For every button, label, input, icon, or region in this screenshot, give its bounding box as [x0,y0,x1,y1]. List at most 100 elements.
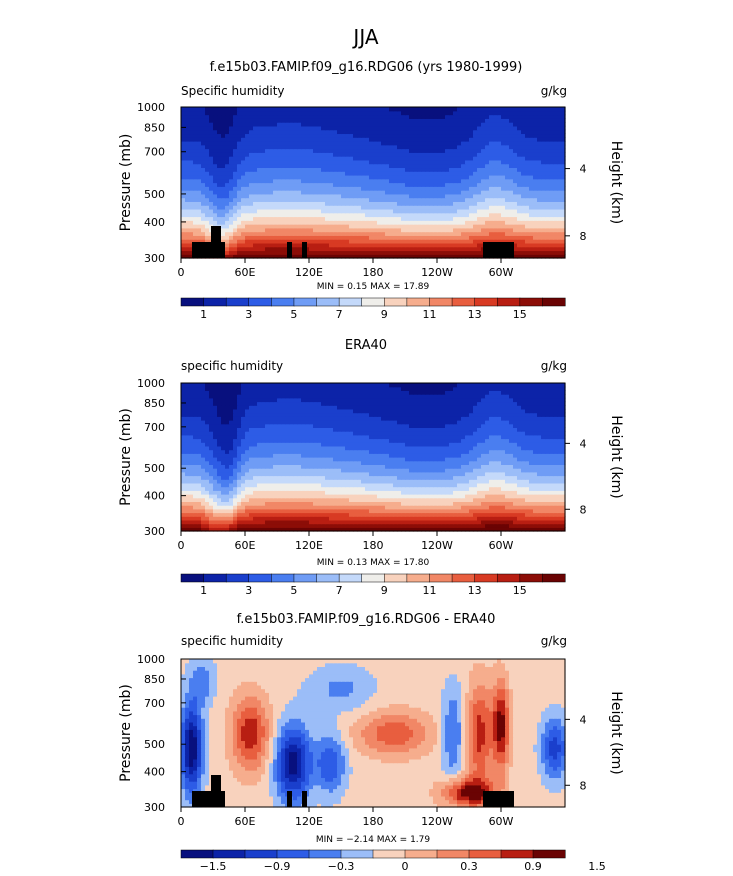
contour-cell [465,247,470,251]
contour-cell [317,141,322,145]
contour-cell [269,179,274,183]
contour-cell [533,516,538,520]
contour-cell [273,501,278,505]
contour-cell [437,118,442,122]
contour-cell [293,171,298,175]
contour-cell [241,179,246,183]
contour-cell [293,205,298,209]
contour-cell [205,216,210,220]
contour-cell [425,232,430,236]
contour-cell [245,175,250,179]
contour-cell [417,149,422,153]
contour-cell [553,213,558,217]
contour-cell [353,494,358,498]
contour-cell [181,494,186,498]
contour-cell [441,224,446,228]
contour-cell [289,213,294,217]
contour-cell [229,516,234,520]
contour-cell [425,501,430,505]
contour-cell [477,179,482,183]
contour-cell [429,239,434,243]
contour-cell [529,235,534,239]
contour-cell [365,198,370,202]
contour-cell [305,171,310,175]
contour-cell [461,156,466,160]
contour-cell [465,190,470,194]
contour-cell [325,205,330,209]
contour-cell [457,216,462,220]
contour-cell [493,126,498,130]
contour-cell [369,516,374,520]
contour-cell [529,194,534,198]
contour-cell [537,194,542,198]
contour-cell [545,232,550,236]
contour-cell [265,205,270,209]
contour-cell [401,501,406,505]
contour-cell [209,205,214,209]
contour-cell [333,232,338,236]
contour-cell [321,494,326,498]
contour-cell [205,126,210,130]
contour-cell [317,130,322,134]
contour-cell [249,250,254,254]
contour-cell [557,126,562,130]
contour-cell [529,224,534,228]
contour-cell [209,213,214,217]
contour-cell [273,498,278,502]
contour-cell [313,130,318,134]
contour-cell [425,175,430,179]
contour-cell [281,137,286,141]
contour-cell [477,145,482,149]
contour-cell [497,186,502,190]
contour-cell [217,220,222,224]
contour-cell [265,164,270,168]
contour-cell [365,194,370,198]
contour-cell [201,175,206,179]
contour-cell [229,250,234,254]
contour-cell [453,228,458,232]
contour-cell [493,137,498,141]
contour-cell [281,239,286,243]
contour-cell [265,490,270,494]
contour-cell [257,243,262,247]
contour-cell [405,505,410,509]
contour-cell [217,190,222,194]
contour-cell [441,190,446,194]
contour-cell [461,490,466,494]
contour-cell [433,501,438,505]
contour-cell [233,498,238,502]
contour-cell [205,201,210,205]
contour-cell [449,235,454,239]
contour-cell [289,137,294,141]
contour-cell [297,509,302,513]
contour-cell [349,505,354,509]
contour-cell [289,216,294,220]
contour-cell [441,141,446,145]
contour-cell [297,133,302,137]
contour-cell [313,175,318,179]
contour-cell [509,141,514,145]
contour-cell [445,145,450,149]
contour-cell [293,160,298,164]
contour-cell [397,130,402,134]
contour-cell [337,145,342,149]
colorbar-bin [226,298,249,306]
contour-cell [237,232,242,236]
contour-cell [533,201,538,205]
contour-cell [217,156,222,160]
contour-cell [465,505,470,509]
contour-cell [333,118,338,122]
contour-cell [469,141,474,145]
contour-cell [465,250,470,254]
contour-cell [417,501,422,505]
contour-cell [401,513,406,517]
contour-cell [237,186,242,190]
contour-cell [189,201,194,205]
contour-cell [421,194,426,198]
contour-cell [245,137,250,141]
contour-cell [521,235,526,239]
contour-cell [489,130,494,134]
contour-cell [229,111,234,115]
y-tick-label: 850 [144,121,165,134]
contour-cell [221,122,226,126]
